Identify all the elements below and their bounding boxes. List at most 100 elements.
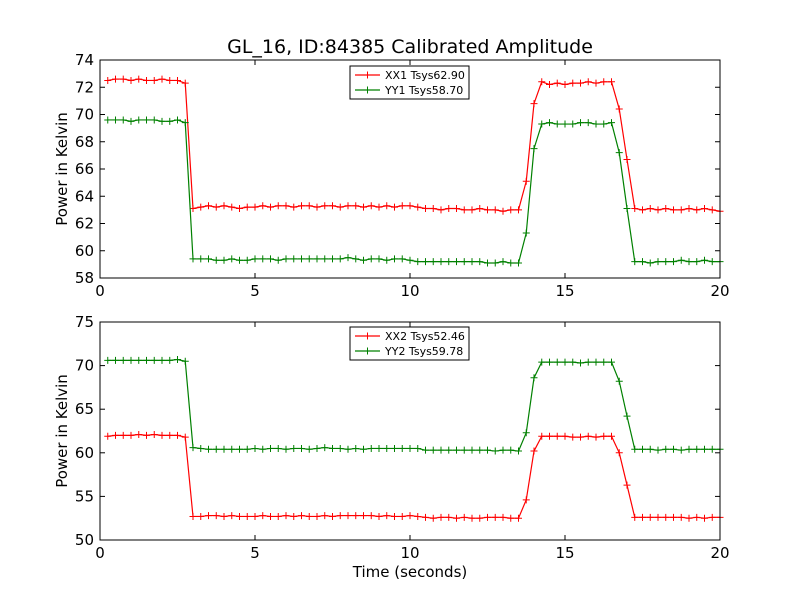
chart-1-series-1-point-73 [670, 445, 677, 453]
chart-1-series-0-point-65 [608, 432, 615, 440]
chart-0-series-0-point-23 [282, 202, 290, 210]
chart-0-series-0-point-58 [553, 79, 561, 87]
chart-0-series-1-point-28 [321, 255, 329, 263]
chart-1-series-0-point-78 [708, 513, 716, 521]
chart-0-series-1-point-62 [584, 119, 592, 127]
chart-1-series-0-point-46 [460, 513, 468, 521]
chart-1-series-1-point-16 [228, 445, 236, 453]
chart-1-series-0-point-76 [693, 513, 701, 521]
chart-0-series-1-point-21 [267, 255, 274, 263]
chart-1-series-1-point-23 [282, 445, 290, 453]
chart-1-series-0-point-77 [701, 514, 708, 522]
chart-0-legend-label-1: YY1 Tsys58.70 [384, 84, 463, 97]
chart-1-series-0-point-11 [189, 512, 197, 520]
chart-0-series-1-point-47 [468, 258, 476, 266]
chart-1-series-0-point-15 [220, 512, 228, 520]
chart-1-ytick-label-4: 70 [75, 357, 94, 375]
chart-1-series-1-point-41 [422, 446, 429, 454]
chart-0-series-1-point-17 [236, 256, 243, 264]
chart-0-ytick-label-7: 72 [75, 78, 94, 96]
chart-0-series-1-point-38 [398, 255, 406, 263]
chart-1-series-1-point-4 [135, 356, 143, 364]
chart-1-series-0-point-59 [561, 432, 569, 440]
top-panel: 0 5 10 15 20 58 60 62 64 66 68 70 72 74 Power in Kelvi… [53, 51, 730, 300]
chart-0-series-1-point-4 [135, 116, 143, 124]
chart-1-series-1-point-7 [158, 356, 166, 364]
chart-0-series-0-point-44 [445, 205, 453, 213]
chart-0-series-1-point-44 [445, 258, 453, 266]
chart-1-series-1-point-43 [437, 446, 445, 454]
chart-0-ytick-label-2: 62 [75, 215, 94, 233]
chart-1-series-1-point-3 [127, 356, 135, 364]
chart-1-series-1-point-42 [429, 446, 437, 454]
chart-0-series-0-point-29 [329, 202, 336, 210]
chart-1-series-0-point-24 [290, 512, 298, 520]
chart-1-series-0-point-20 [259, 512, 267, 520]
chart-1-series-1-point-37 [391, 444, 398, 452]
chart-1-series-0-point-13 [205, 512, 212, 520]
chart-0-series-1-point-55 [530, 145, 538, 153]
chart-1-series-0-point-36 [383, 512, 391, 520]
chart-0-ytick-label-5: 68 [75, 133, 94, 151]
chart-0-series-1-point-23 [282, 255, 290, 263]
chart-1-series-1-point-1 [112, 356, 119, 364]
chart-0-series-1-point-11 [189, 255, 197, 263]
chart-1-series-1-point-59 [561, 358, 569, 366]
chart-1-ytick-label-2: 60 [75, 444, 94, 462]
chart-0-series-1-point-43 [437, 258, 445, 266]
chart-0-series-0-point-24 [290, 203, 298, 211]
chart-0-series-1-point-14 [212, 256, 220, 264]
chart-1-series-0-point-28 [321, 512, 329, 520]
chart-0-xtick-label-0: 0 [95, 282, 105, 300]
chart-1-series-1-point-31 [344, 445, 352, 453]
chart-1-series-1-point-39 [406, 444, 414, 452]
chart-1-xtick-label-1: 5 [250, 544, 260, 562]
chart-0-series-1-point-48 [476, 258, 484, 266]
chart-0-series-0-point-9 [174, 76, 181, 84]
chart-0-series-0-point-67 [623, 155, 631, 163]
chart-1-series-0-point-17 [236, 512, 243, 520]
chart-1-series-0-point-53 [515, 514, 522, 522]
chart-1-series-0-point-57 [546, 432, 553, 440]
chart-0-series-0-point-39 [406, 202, 414, 210]
chart-1-series-0-point-64 [600, 432, 608, 440]
chart-0-ytick-label-3: 64 [75, 187, 94, 205]
chart-0-xtick-label-1: 5 [250, 282, 260, 300]
chart-1-series-1-point-72 [662, 445, 670, 453]
chart-0-xtick-label-2: 10 [400, 282, 419, 300]
chart-0-series-0-point-77 [701, 205, 708, 213]
chart-1-series-1-point-63 [592, 358, 600, 366]
chart-0-series-0-point-13 [205, 202, 212, 210]
chart-1-series-0-point-45 [453, 514, 460, 522]
chart-1-ytick-label-3: 65 [75, 400, 94, 418]
chart-0-series-0-point-70 [646, 205, 654, 213]
chart-0-series-1-point-77 [701, 256, 708, 264]
chart-1-series-0-point-5 [143, 431, 150, 439]
chart-0-series-0-point-40 [414, 203, 422, 211]
chart-1-series-1-point-12 [197, 444, 205, 452]
chart-0-series-0-point-25 [298, 202, 305, 210]
chart-1-series-0-point-21 [267, 512, 274, 520]
chart-1-series-0-point-3 [127, 431, 135, 439]
chart-1-series-1-point-11 [189, 444, 197, 452]
chart-0-series-1-point-54 [522, 229, 530, 237]
chart-1-legend-marker-0 [364, 332, 371, 340]
chart-1-series-1-point-15 [220, 445, 228, 453]
chart-1-series-1-point-64 [600, 358, 608, 366]
chart-1-series-1-point-33 [360, 445, 367, 453]
bottom-panel: 0 5 10 15 20 50 55 60 65 70 75 Power in Kelvin Time … [53, 313, 730, 581]
chart-1-series-1-point-51 [499, 446, 507, 454]
chart-1-series-1-point-61 [577, 359, 584, 367]
chart-0-series-0-point-21 [267, 203, 274, 211]
chart-1-legend-marker-1 [364, 347, 371, 355]
chart-0-legend-marker-0 [364, 71, 371, 79]
chart-1-series-0-point-29 [329, 512, 336, 520]
chart-0-series-1-point-33 [360, 256, 367, 264]
chart-1-series-0-point-74 [677, 513, 685, 521]
chart-0-series-1-point-67 [623, 205, 631, 213]
chart-0-series-0-point-4 [135, 75, 143, 83]
chart-0-series-0-point-49 [484, 206, 491, 214]
chart-0-series-1-point-69 [639, 258, 646, 266]
chart-0-series-0-point-73 [670, 206, 677, 214]
